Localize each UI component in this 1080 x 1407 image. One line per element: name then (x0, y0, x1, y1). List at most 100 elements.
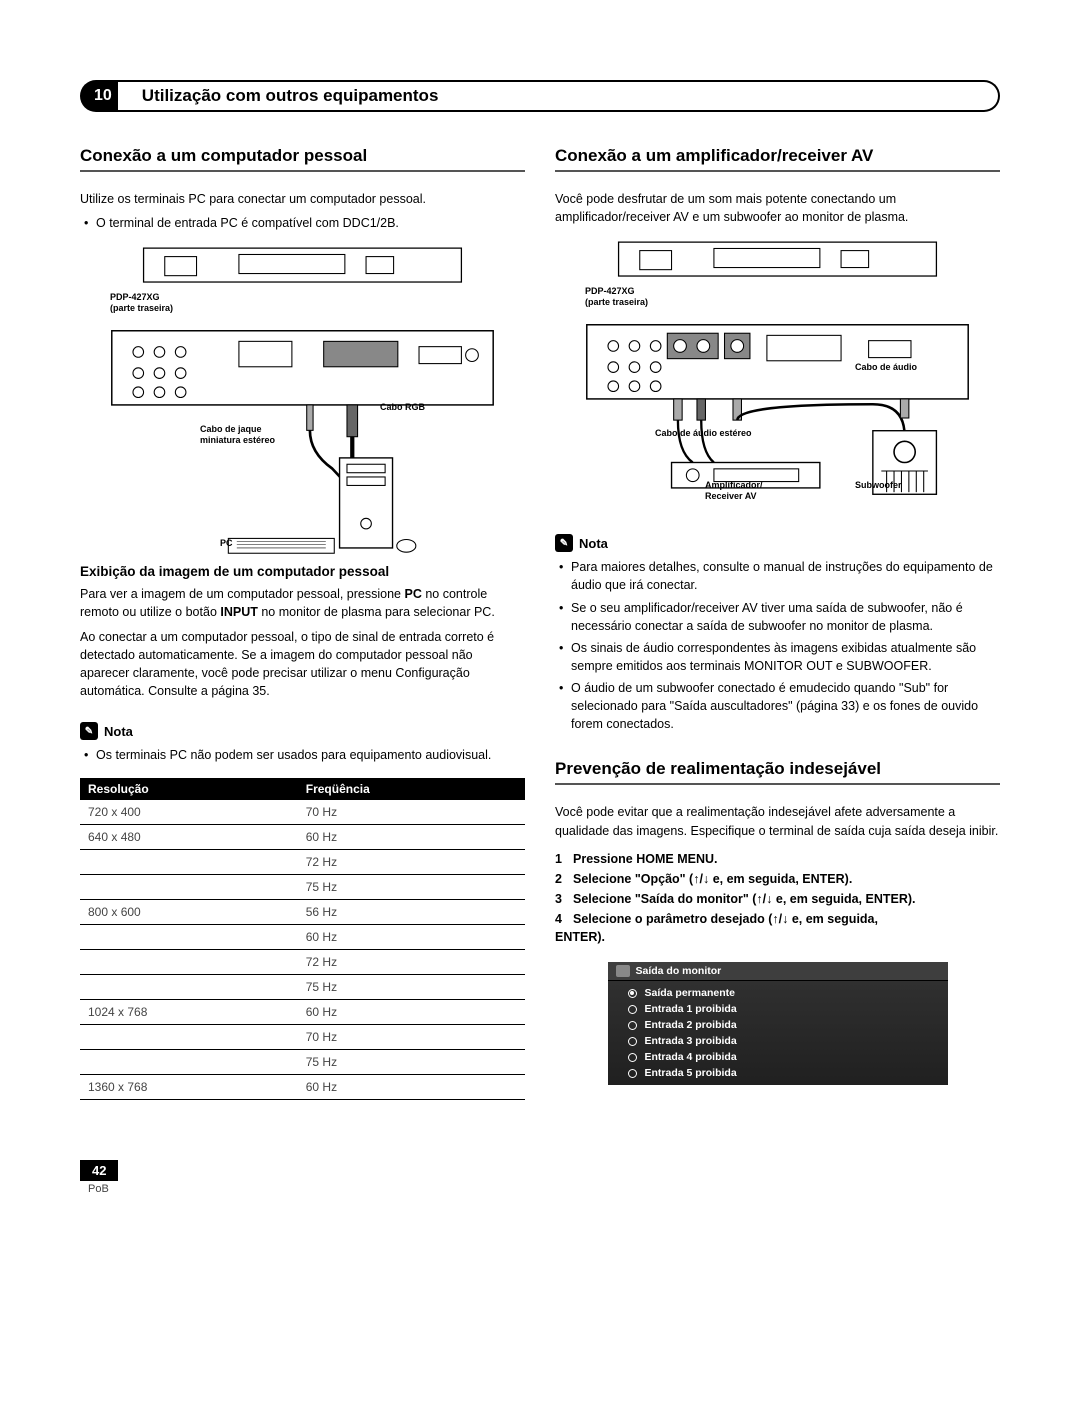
fig-label-rgb: Cabo RGB (380, 402, 425, 412)
chapter-title: Utilização com outros equipamentos (142, 86, 439, 106)
table-header: Resolução (80, 778, 298, 800)
resolution-table: Resolução Freqüência 720 x 40070 Hz640 x… (80, 778, 525, 1100)
table-cell: 640 x 480 (80, 825, 298, 850)
label-text: Receiver AV (705, 491, 757, 501)
table-cell (80, 850, 298, 875)
step-item: Pressione HOME MENU. (555, 850, 1000, 868)
chapter-header: 10 Utilização com outros equipamentos (80, 80, 1000, 112)
osd-menu-item-label: Entrada 3 proibida (645, 1035, 737, 1047)
chapter-title-wrap: Utilização com outros equipamentos (118, 80, 1000, 112)
radio-icon (628, 1005, 637, 1014)
osd-menu: Saída do monitor Saída permanenteEntrada… (608, 962, 948, 1085)
page-footer: 42 PoB (80, 1160, 1000, 1195)
up-down-arrows-icon: ↑/↓ (772, 910, 788, 928)
table-cell: 75 Hz (298, 875, 525, 900)
osd-menu-item-label: Entrada 4 proibida (645, 1051, 737, 1063)
table-row: 800 x 60056 Hz (80, 900, 525, 925)
table-cell (80, 875, 298, 900)
osd-menu-item-label: Entrada 5 proibida (645, 1067, 737, 1079)
table-row: 1360 x 76860 Hz (80, 1075, 525, 1100)
osd-menu-item[interactable]: Entrada 1 proibida (628, 1001, 948, 1017)
figure-av-connection: PDP-427XG (parte traseira) Cabo de áudio… (555, 240, 1000, 500)
right-note-list: Para maiores detalhes, consulte o manual… (559, 558, 1000, 733)
note-header-right: ✎ Nota (555, 534, 608, 552)
osd-menu-item[interactable]: Entrada 4 proibida (628, 1049, 948, 1065)
table-cell: 56 Hz (298, 900, 525, 925)
text-bold: INPUT (220, 605, 258, 619)
list-item: Para maiores detalhes, consulte o manual… (559, 558, 1000, 594)
radio-icon (628, 1021, 637, 1030)
table-cell (80, 1050, 298, 1075)
left-column: Conexão a um computador pessoal Utilize … (80, 142, 525, 1100)
text-run: Selecione o parâmetro desejado ( (573, 912, 772, 926)
left-heading-1: Conexão a um computador pessoal (80, 146, 525, 172)
text-run: e, em seguida, ENTER). (709, 872, 852, 886)
table-cell (80, 950, 298, 975)
table-row: 70 Hz (80, 1025, 525, 1050)
table-cell: 1360 x 768 (80, 1075, 298, 1100)
table-cell: 70 Hz (298, 1025, 525, 1050)
figure-pc-connection: PDP-427XG (parte traseira) Cabo RGB Cabo… (80, 246, 525, 546)
table-cell: 1024 x 768 (80, 1000, 298, 1025)
table-row: 72 Hz (80, 950, 525, 975)
table-cell: 60 Hz (298, 1000, 525, 1025)
osd-menu-item-label: Saída permanente (645, 987, 735, 999)
menu-icon (616, 965, 630, 977)
table-row: 720 x 40070 Hz (80, 800, 525, 825)
note-header-left: ✎ Nota (80, 722, 133, 740)
language-code: PoB (88, 1183, 1000, 1195)
table-row: 75 Hz (80, 875, 525, 900)
osd-menu-item[interactable]: Entrada 3 proibida (628, 1033, 948, 1049)
fig-label-amp: Amplificador/ Receiver AV (705, 480, 763, 501)
up-down-arrows-icon: ↑/↓ (693, 870, 709, 888)
table-cell (80, 925, 298, 950)
table-cell: 75 Hz (298, 975, 525, 1000)
text-run: no monitor de plasma para selecionar PC. (258, 605, 495, 619)
table-row: 640 x 48060 Hz (80, 825, 525, 850)
right-para-1: Você pode evitar que a realimentação ind… (555, 803, 1000, 839)
text-run: e, em seguida, ENTER). (772, 892, 915, 906)
table-row: 1024 x 76860 Hz (80, 1000, 525, 1025)
osd-menu-item-label: Entrada 1 proibida (645, 1003, 737, 1015)
note-label: Nota (579, 536, 608, 551)
osd-menu-item-label: Entrada 2 proibida (645, 1019, 737, 1031)
left-para-1: Para ver a imagem de um computador pesso… (80, 585, 525, 621)
up-down-arrows-icon: ↑/↓ (756, 890, 772, 908)
step-item: Selecione o parâmetro desejado (↑/↓ e, e… (555, 910, 1000, 928)
list-item: Se o seu amplificador/receiver AV tiver … (559, 599, 1000, 635)
table-row: 60 Hz (80, 925, 525, 950)
osd-menu-item[interactable]: Entrada 2 proibida (628, 1017, 948, 1033)
osd-menu-item[interactable]: Saída permanente (628, 985, 948, 1001)
table-cell: 75 Hz (298, 1050, 525, 1075)
left-note-list: Os terminais PC não podem ser usados par… (84, 746, 525, 764)
label-text: (parte traseira) (585, 297, 648, 307)
list-item: Os sinais de áudio correspondentes às im… (559, 639, 1000, 675)
table-row: 75 Hz (80, 1050, 525, 1075)
text-run: Selecione "Opção" ( (573, 872, 693, 886)
text-bold: PC (404, 587, 421, 601)
label-text: PDP-427XG (585, 286, 635, 296)
step-tail: ENTER). (555, 930, 1000, 944)
right-heading-2: Prevenção de realimentação indesejável (555, 759, 1000, 785)
label-text: Amplificador/ (705, 480, 763, 490)
diagram-svg (555, 240, 1000, 515)
list-item: O terminal de entrada PC é compatível co… (84, 214, 525, 232)
text-run: Selecione "Saída do monitor" ( (573, 892, 756, 906)
pencil-icon: ✎ (80, 722, 98, 740)
radio-icon (628, 1037, 637, 1046)
left-subheading: Exibição da imagem de um computador pess… (80, 564, 525, 579)
text-run: Para ver a imagem de um computador pesso… (80, 587, 404, 601)
right-column: Conexão a um amplificador/receiver AV Vo… (555, 142, 1000, 1100)
table-cell: 72 Hz (298, 950, 525, 975)
label-text: Cabo de jaque (200, 424, 262, 434)
fig-label-audio: Cabo de áudio (855, 362, 917, 372)
page-number: 42 (80, 1160, 118, 1181)
osd-menu-item[interactable]: Entrada 5 proibida (628, 1065, 948, 1081)
table-cell (80, 975, 298, 1000)
left-para-2: Ao conectar a um computador pessoal, o t… (80, 628, 525, 701)
right-intro: Você pode desfrutar de um som mais poten… (555, 190, 1000, 226)
list-item: Os terminais PC não podem ser usados par… (84, 746, 525, 764)
step-item: Selecione "Opção" (↑/↓ e, em seguida, EN… (555, 870, 1000, 888)
radio-icon (628, 1069, 637, 1078)
table-row: 75 Hz (80, 975, 525, 1000)
